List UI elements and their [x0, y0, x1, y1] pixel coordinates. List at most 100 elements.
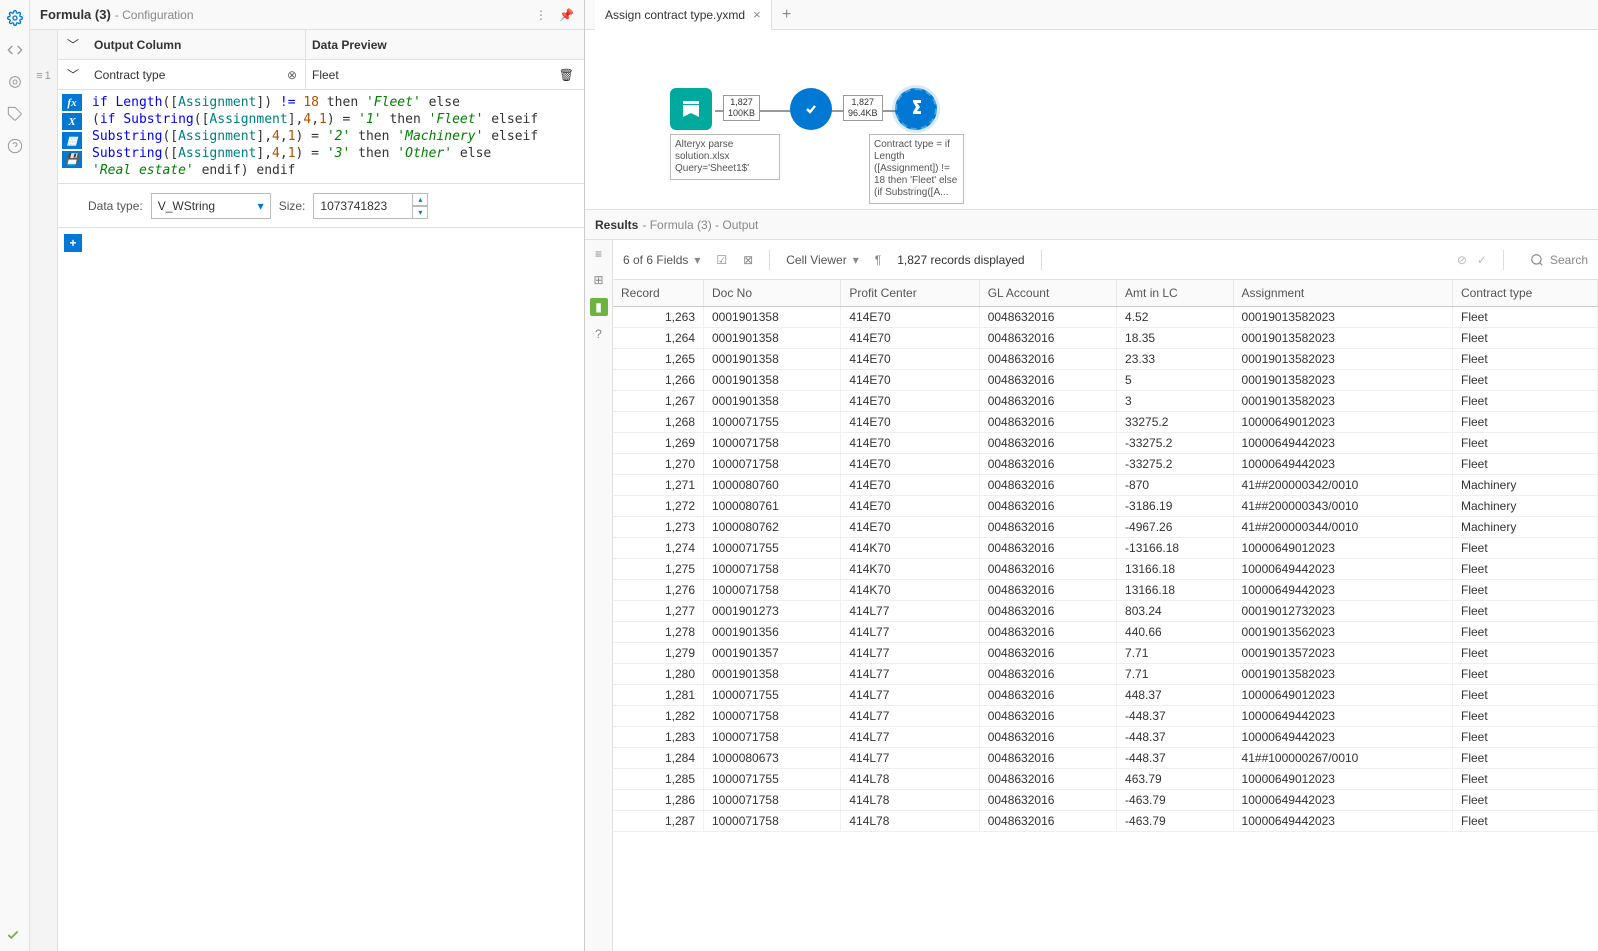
column-icon[interactable]: ▦ [62, 132, 82, 149]
datatype-value: V_WString [158, 199, 215, 213]
table-row[interactable]: 1,2640001901358414E70004863201618.350001… [613, 328, 1598, 349]
column-headers: ﹀ Output Column Data Preview [58, 30, 584, 60]
add-tab-button[interactable]: + [772, 6, 802, 24]
chevron-down-icon: ▾ [258, 199, 264, 213]
table-row[interactable]: 1,2790001901357414L7700486320167.7100019… [613, 643, 1598, 664]
config-panel: Formula (3) - Configuration ⋮ 📌 ≡1 ﹀ Out… [30, 0, 585, 951]
column-header[interactable]: GL Account [979, 280, 1116, 307]
data-preview-header: Data Preview [306, 30, 584, 59]
fx-icon[interactable]: fx [62, 94, 82, 111]
table-row[interactable]: 1,2861000071758414L780048632016-463.7910… [613, 790, 1598, 811]
tabs-bar: Assign contract type.yxmd × + [585, 0, 1598, 30]
table-header-row: RecordDoc NoProfit CenterGL AccountAmt i… [613, 280, 1598, 307]
grid-icon[interactable]: ⊞ [591, 272, 607, 288]
table-row[interactable]: 1,2800001901358414L7700486320167.7100019… [613, 664, 1598, 685]
results-table-wrap[interactable]: RecordDoc NoProfit CenterGL AccountAmt i… [613, 280, 1598, 951]
list-icon[interactable]: ≡ [591, 246, 607, 262]
results-title: Results [595, 218, 638, 232]
column-header[interactable]: Doc No [704, 280, 841, 307]
input-caption: Alteryx parse solution.xlsx Query='Sheet… [670, 134, 780, 180]
check-icon[interactable]: ✓ [1477, 253, 1487, 267]
paragraph-icon[interactable]: ¶ [875, 253, 881, 267]
table-row[interactable]: 1,2681000071755414E70004863201633275.210… [613, 412, 1598, 433]
datatype-label: Data type: [88, 199, 143, 213]
formula-editor: fx X ▦ 💾 if Length([Assignment]) != 18 t… [58, 90, 584, 184]
stop-icon[interactable]: ⊘ [1457, 253, 1467, 267]
table-row[interactable]: 1,2721000080761414E700048632016-3186.194… [613, 496, 1598, 517]
select-tool[interactable] [790, 88, 832, 130]
more-icon[interactable]: ⋮ [535, 8, 547, 22]
fields-dropdown[interactable]: 6 of 6 Fields ▾ [623, 253, 700, 267]
datatype-row: Data type: V_WString ▾ Size: 1073741823 … [58, 184, 584, 228]
formula-tool[interactable]: Contract type = if Length ([Assignment])… [895, 88, 964, 204]
pin-icon[interactable]: 📌 [559, 8, 574, 22]
table-row[interactable]: 1,2670001901358414E700048632016300019013… [613, 391, 1598, 412]
search-icon [1530, 253, 1544, 267]
trash-icon[interactable]: 🗑 [559, 68, 574, 82]
formula-icon [895, 88, 937, 130]
size-input[interactable]: 1073741823 [313, 193, 413, 219]
table-row[interactable]: 1,2841000080673414L770048632016-448.3741… [613, 748, 1598, 769]
table-row[interactable]: 1,2701000071758414E700048632016-33275.21… [613, 454, 1598, 475]
column-header[interactable]: Assignment [1233, 280, 1452, 307]
tag-icon[interactable] [5, 104, 25, 124]
save-icon[interactable]: 💾 [62, 151, 82, 168]
column-header[interactable]: Profit Center [841, 280, 979, 307]
size-spinner[interactable]: ▴▾ [412, 193, 428, 219]
workflow-tab[interactable]: Assign contract type.yxmd × [595, 0, 772, 30]
data-icon[interactable]: ▮ [590, 298, 608, 316]
table-row[interactable]: 1,2630001901358414E7000486320164.5200019… [613, 307, 1598, 328]
table-row[interactable]: 1,2650001901358414E70004863201623.330001… [613, 349, 1598, 370]
search-box[interactable]: Search [1530, 253, 1588, 267]
table-row[interactable]: 1,2821000071758414L770048632016-448.3710… [613, 706, 1598, 727]
results-rail: ≡ ⊞ ▮ ? [585, 240, 613, 951]
column-header[interactable]: Amt in LC [1117, 280, 1234, 307]
connection-label: 1,827 96.4KB [843, 95, 883, 121]
table-row[interactable]: 1,2660001901358414E700048632016500019013… [613, 370, 1598, 391]
table-row[interactable]: 1,2871000071758414L780048632016-463.7910… [613, 811, 1598, 832]
close-icon[interactable]: × [753, 7, 761, 22]
clear-icon[interactable]: ⊗ [287, 68, 297, 82]
datatype-select[interactable]: V_WString ▾ [151, 193, 271, 219]
column-header[interactable]: Contract type [1452, 280, 1597, 307]
data-preview-value: Fleet [312, 68, 339, 82]
workflow-canvas[interactable]: Alteryx parse solution.xlsx Query='Sheet… [585, 30, 1598, 210]
chevron-down-icon[interactable]: ﹀ [58, 66, 88, 83]
cellviewer-dropdown[interactable]: Cell Viewer ▾ [786, 253, 859, 267]
output-column-value[interactable]: Contract type [94, 68, 165, 82]
column-header[interactable]: Record [613, 280, 704, 307]
status-check-icon [6, 928, 20, 945]
table-row[interactable]: 1,2770001901273414L770048632016803.24000… [613, 601, 1598, 622]
table-row[interactable]: 1,2751000071758414K70004863201613166.181… [613, 559, 1598, 580]
config-title: Formula (3) [40, 7, 111, 22]
config-gutter: ≡1 [30, 30, 58, 951]
table-row[interactable]: 1,2761000071758414K70004863201613166.181… [613, 580, 1598, 601]
table-row[interactable]: 1,2831000071758414L770048632016-448.3710… [613, 727, 1598, 748]
table-row[interactable]: 1,2731000080762414E700048632016-4967.264… [613, 517, 1598, 538]
row-number: 1 [45, 70, 51, 82]
variable-icon[interactable]: X [62, 113, 82, 130]
formula-code[interactable]: if Length([Assignment]) != 18 then 'Flee… [86, 90, 584, 183]
results-toolbar: 6 of 6 Fields ▾ ☑ ⊠ Cell Viewer ▾ ¶ 1,82… [613, 240, 1598, 280]
table-row[interactable]: 1,2780001901356414L770048632016440.66000… [613, 622, 1598, 643]
xml-icon[interactable] [5, 40, 25, 60]
table-row[interactable]: 1,2741000071755414K700048632016-13166.18… [613, 538, 1598, 559]
help-icon[interactable]: ? [591, 326, 607, 342]
input-data-icon [670, 88, 712, 130]
chevron-down-icon[interactable]: ﹀ [58, 30, 88, 59]
records-count: 1,827 records displayed [897, 253, 1024, 267]
target-icon[interactable] [5, 72, 25, 92]
help-icon[interactable] [5, 136, 25, 156]
add-button[interactable]: + [64, 234, 82, 252]
table-row[interactable]: 1,2851000071755414L780048632016463.79100… [613, 769, 1598, 790]
results-table: RecordDoc NoProfit CenterGL AccountAmt i… [613, 280, 1598, 832]
config-header: Formula (3) - Configuration ⋮ 📌 [30, 0, 584, 30]
table-row[interactable]: 1,2711000080760414E700048632016-87041##2… [613, 475, 1598, 496]
checkbox-icon[interactable]: ☑ [716, 253, 727, 267]
table-row[interactable]: 1,2811000071755414L770048632016448.37100… [613, 685, 1598, 706]
table-row[interactable]: 1,2691000071758414E700048632016-33275.21… [613, 433, 1598, 454]
formula-toolbar: fx X ▦ 💾 [58, 90, 86, 183]
cancel-icon[interactable]: ⊠ [743, 253, 753, 267]
right-panel: Assign contract type.yxmd × + Alteryx pa… [585, 0, 1598, 951]
gear-icon[interactable] [5, 8, 25, 28]
